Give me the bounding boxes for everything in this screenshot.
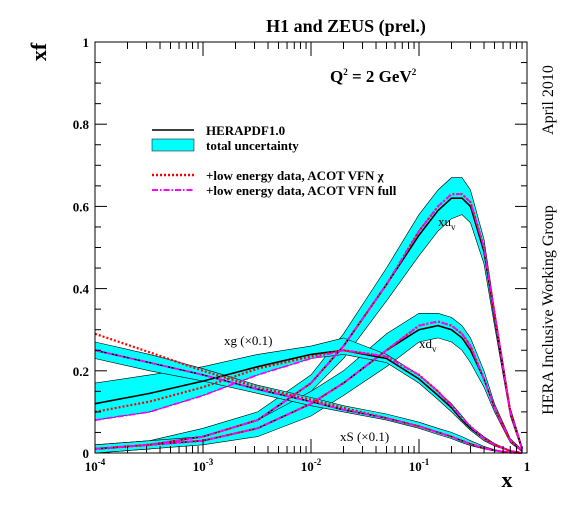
legend-label-chi: +low energy data, ACOT VFN χ — [206, 168, 385, 183]
pdf-curves — [94, 193, 524, 455]
y-tick-label: 0 — [83, 446, 90, 461]
y-axis-label: xf — [26, 42, 51, 61]
q2-annotation: Q2 = 2 GeV2 — [330, 67, 417, 86]
curve-chi-xuv — [94, 193, 524, 450]
x-tick-label: 10-1 — [409, 457, 430, 474]
label-xuv-sub: v — [451, 222, 456, 232]
legend-label-full: +low energy data, ACOT VFN full — [206, 183, 397, 198]
x-tick-label: 1 — [524, 459, 531, 474]
label-xuv-main: xu — [438, 214, 452, 229]
label-xdv-sub: v — [432, 344, 437, 354]
curve-central-xg — [94, 349, 523, 454]
q2-symbol: Q — [330, 67, 343, 86]
legend: HERAPDF1.0 total uncertainty +low energy… — [151, 123, 397, 198]
q2-power-b: 2 — [412, 67, 417, 77]
curve-chi-xg — [94, 349, 523, 455]
legend-label-band: total uncertainty — [206, 138, 299, 153]
curve-full-xS — [94, 349, 523, 454]
curve-full-xdv — [94, 320, 523, 452]
label-xg: xg (×0.1) — [224, 333, 273, 348]
label-xdv: xdv — [419, 336, 437, 354]
side-text-date: April 2010 — [540, 65, 557, 135]
legend-label-central: HERAPDF1.0 — [206, 123, 285, 138]
y-tick-label: 0.2 — [73, 364, 89, 379]
axis-ticks — [94, 41, 527, 454]
y-tick-label: 0.4 — [73, 282, 90, 297]
side-text-group: HERA Inclusive Working Group — [540, 205, 557, 415]
y-tick-label: 0.8 — [73, 117, 90, 132]
label-xdv-main: xd — [419, 336, 433, 351]
axis-tick-labels: 0 0.2 0.4 0.6 0.8 1 10-4 10-3 10-2 10-1 1 — [73, 35, 531, 474]
y-tick-label: 0.6 — [73, 199, 90, 214]
x-tick-label: 10-3 — [193, 457, 214, 474]
curve-full-xg — [94, 349, 523, 454]
q2-text: = 2 GeV — [348, 67, 413, 86]
uncertainty-bands — [94, 177, 523, 454]
x-tick-label: 10-2 — [301, 457, 322, 474]
q2-power-a: 2 — [343, 67, 348, 77]
x-tick-label: 10-4 — [85, 457, 106, 474]
x-axis-label: x — [502, 467, 513, 492]
label-xS: xS (×0.1) — [340, 429, 389, 444]
legend-swatch-band — [151, 138, 195, 152]
label-xuv: xuv — [438, 214, 456, 232]
y-tick-label: 1 — [83, 35, 90, 50]
chart-title: H1 and ZEUS (prel.) — [266, 16, 426, 37]
